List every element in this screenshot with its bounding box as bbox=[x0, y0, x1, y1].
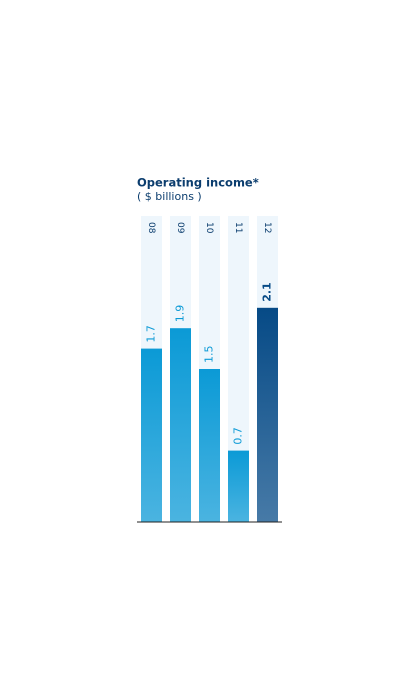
value-label: 2.1 bbox=[261, 282, 274, 302]
bar bbox=[228, 450, 249, 522]
x-tick-label: 09 bbox=[175, 222, 185, 234]
bar bbox=[141, 348, 162, 522]
chart-title: Operating income* bbox=[137, 176, 259, 190]
column-background bbox=[228, 216, 249, 522]
value-label: 0.7 bbox=[232, 427, 245, 445]
x-tick-label: 12 bbox=[262, 222, 272, 233]
bar bbox=[257, 307, 278, 522]
value-label: 1.9 bbox=[174, 305, 187, 323]
x-tick-label: 10 bbox=[204, 222, 214, 234]
x-tick-label: 08 bbox=[146, 222, 156, 234]
value-label: 1.7 bbox=[145, 325, 158, 343]
chart-subtitle: ( $ billions ) bbox=[137, 190, 202, 203]
x-tick-label: 11 bbox=[233, 222, 243, 233]
bar bbox=[199, 369, 220, 522]
value-label: 1.5 bbox=[203, 346, 216, 364]
bar bbox=[170, 328, 191, 522]
